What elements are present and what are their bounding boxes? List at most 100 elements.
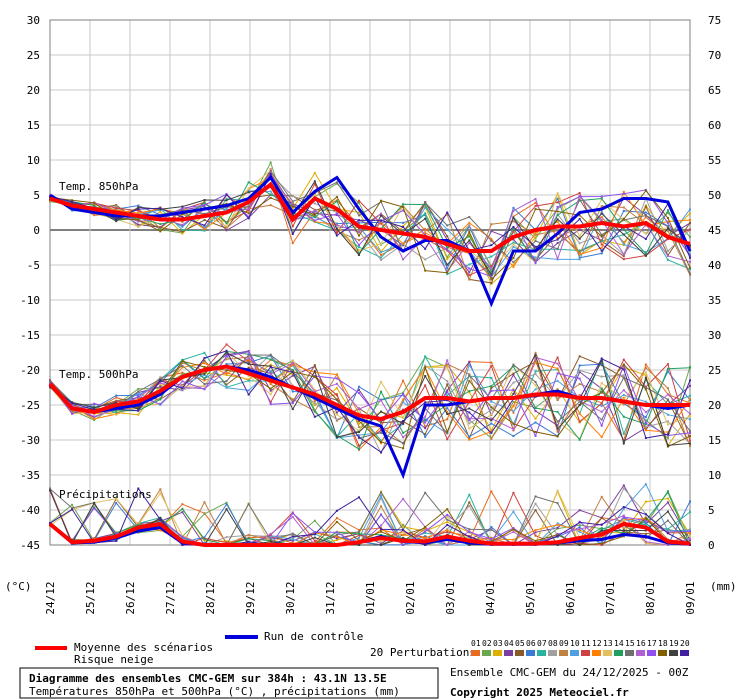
member-point bbox=[247, 393, 250, 396]
perturbation-swatch bbox=[482, 650, 491, 656]
member-point bbox=[49, 386, 51, 389]
member-point bbox=[335, 182, 338, 185]
member-point bbox=[291, 371, 294, 374]
x-tick-label: 26/12 bbox=[124, 581, 137, 614]
member-point bbox=[291, 233, 294, 236]
member-point bbox=[644, 254, 647, 257]
member-point bbox=[534, 380, 537, 383]
member-point bbox=[446, 411, 449, 414]
member-point bbox=[380, 542, 383, 545]
member-point bbox=[468, 235, 471, 238]
member-point bbox=[313, 375, 316, 378]
member-point bbox=[335, 195, 338, 198]
member-point bbox=[644, 483, 647, 486]
member-point bbox=[578, 394, 581, 397]
member-point bbox=[490, 389, 493, 392]
member-point bbox=[203, 228, 206, 231]
member-point bbox=[357, 385, 360, 388]
member-point bbox=[424, 415, 427, 418]
member-point bbox=[468, 274, 471, 277]
member-point bbox=[225, 383, 228, 386]
member-point bbox=[225, 197, 228, 200]
member-point bbox=[203, 388, 206, 391]
perturbation-swatch bbox=[658, 650, 667, 656]
member-point bbox=[357, 391, 360, 394]
member-point bbox=[181, 364, 184, 367]
member-t500-line bbox=[49, 350, 691, 450]
member-point bbox=[203, 201, 206, 204]
member-point bbox=[490, 278, 493, 281]
member-point bbox=[622, 520, 625, 523]
member-point bbox=[446, 248, 449, 251]
left-tick-label: 25 bbox=[27, 49, 40, 62]
perturbations-legend-label: 20 Perturbations bbox=[370, 646, 476, 659]
member-point bbox=[446, 380, 449, 383]
member-point bbox=[468, 417, 471, 420]
member-point bbox=[600, 495, 603, 498]
member-point bbox=[380, 513, 383, 516]
member-point bbox=[468, 391, 471, 394]
member-point bbox=[512, 392, 515, 395]
member-point bbox=[93, 406, 96, 409]
member-point bbox=[115, 400, 118, 403]
member-point bbox=[446, 389, 449, 392]
member-point bbox=[357, 532, 360, 535]
member-point bbox=[689, 415, 691, 418]
member-point bbox=[578, 404, 581, 407]
member-point bbox=[534, 539, 537, 542]
member-point bbox=[115, 411, 118, 414]
member-point bbox=[402, 533, 405, 536]
member-point bbox=[402, 221, 405, 224]
member-point bbox=[137, 225, 140, 228]
member-point bbox=[93, 419, 96, 422]
member-point bbox=[600, 527, 603, 530]
member-point bbox=[446, 515, 449, 518]
member-point bbox=[534, 205, 537, 208]
member-point bbox=[622, 432, 625, 435]
member-point bbox=[335, 539, 338, 542]
member-point bbox=[512, 538, 515, 541]
member-point bbox=[313, 212, 316, 215]
member-point bbox=[534, 197, 537, 200]
member-point bbox=[689, 268, 691, 271]
member-point bbox=[644, 379, 647, 382]
member-point bbox=[689, 431, 691, 434]
member-point bbox=[313, 539, 316, 542]
member-point bbox=[556, 229, 559, 232]
member-point bbox=[181, 503, 184, 506]
member-point bbox=[534, 262, 537, 265]
member-point bbox=[115, 409, 118, 412]
member-point bbox=[666, 433, 669, 436]
member-point bbox=[446, 213, 449, 216]
member-point bbox=[512, 405, 515, 408]
member-point bbox=[556, 214, 559, 217]
right-tick-label: 0 bbox=[708, 539, 715, 552]
member-point bbox=[115, 207, 118, 210]
member-point bbox=[600, 359, 603, 362]
member-point bbox=[424, 374, 427, 377]
member-point bbox=[225, 351, 228, 354]
member-point bbox=[203, 385, 206, 388]
member-point bbox=[269, 393, 272, 396]
member-point bbox=[600, 517, 603, 520]
member-point bbox=[291, 214, 294, 217]
member-point bbox=[490, 526, 493, 529]
member-point bbox=[71, 412, 74, 415]
member-point bbox=[644, 205, 647, 208]
member-point bbox=[313, 531, 316, 534]
member-point bbox=[357, 534, 360, 537]
member-point bbox=[666, 398, 669, 401]
member-point bbox=[380, 199, 383, 202]
footer-box bbox=[19, 667, 439, 699]
member-point bbox=[556, 201, 559, 204]
member-point bbox=[380, 491, 383, 494]
member-point bbox=[490, 528, 493, 531]
member-point bbox=[335, 520, 338, 523]
member-point bbox=[490, 223, 493, 226]
member-point bbox=[666, 519, 669, 522]
member-point bbox=[291, 359, 294, 362]
member-point bbox=[600, 218, 603, 221]
member-point bbox=[622, 487, 625, 490]
copyright: Copyright 2025 Meteociel.fr bbox=[450, 686, 629, 699]
perturbation-swatch bbox=[504, 650, 513, 656]
